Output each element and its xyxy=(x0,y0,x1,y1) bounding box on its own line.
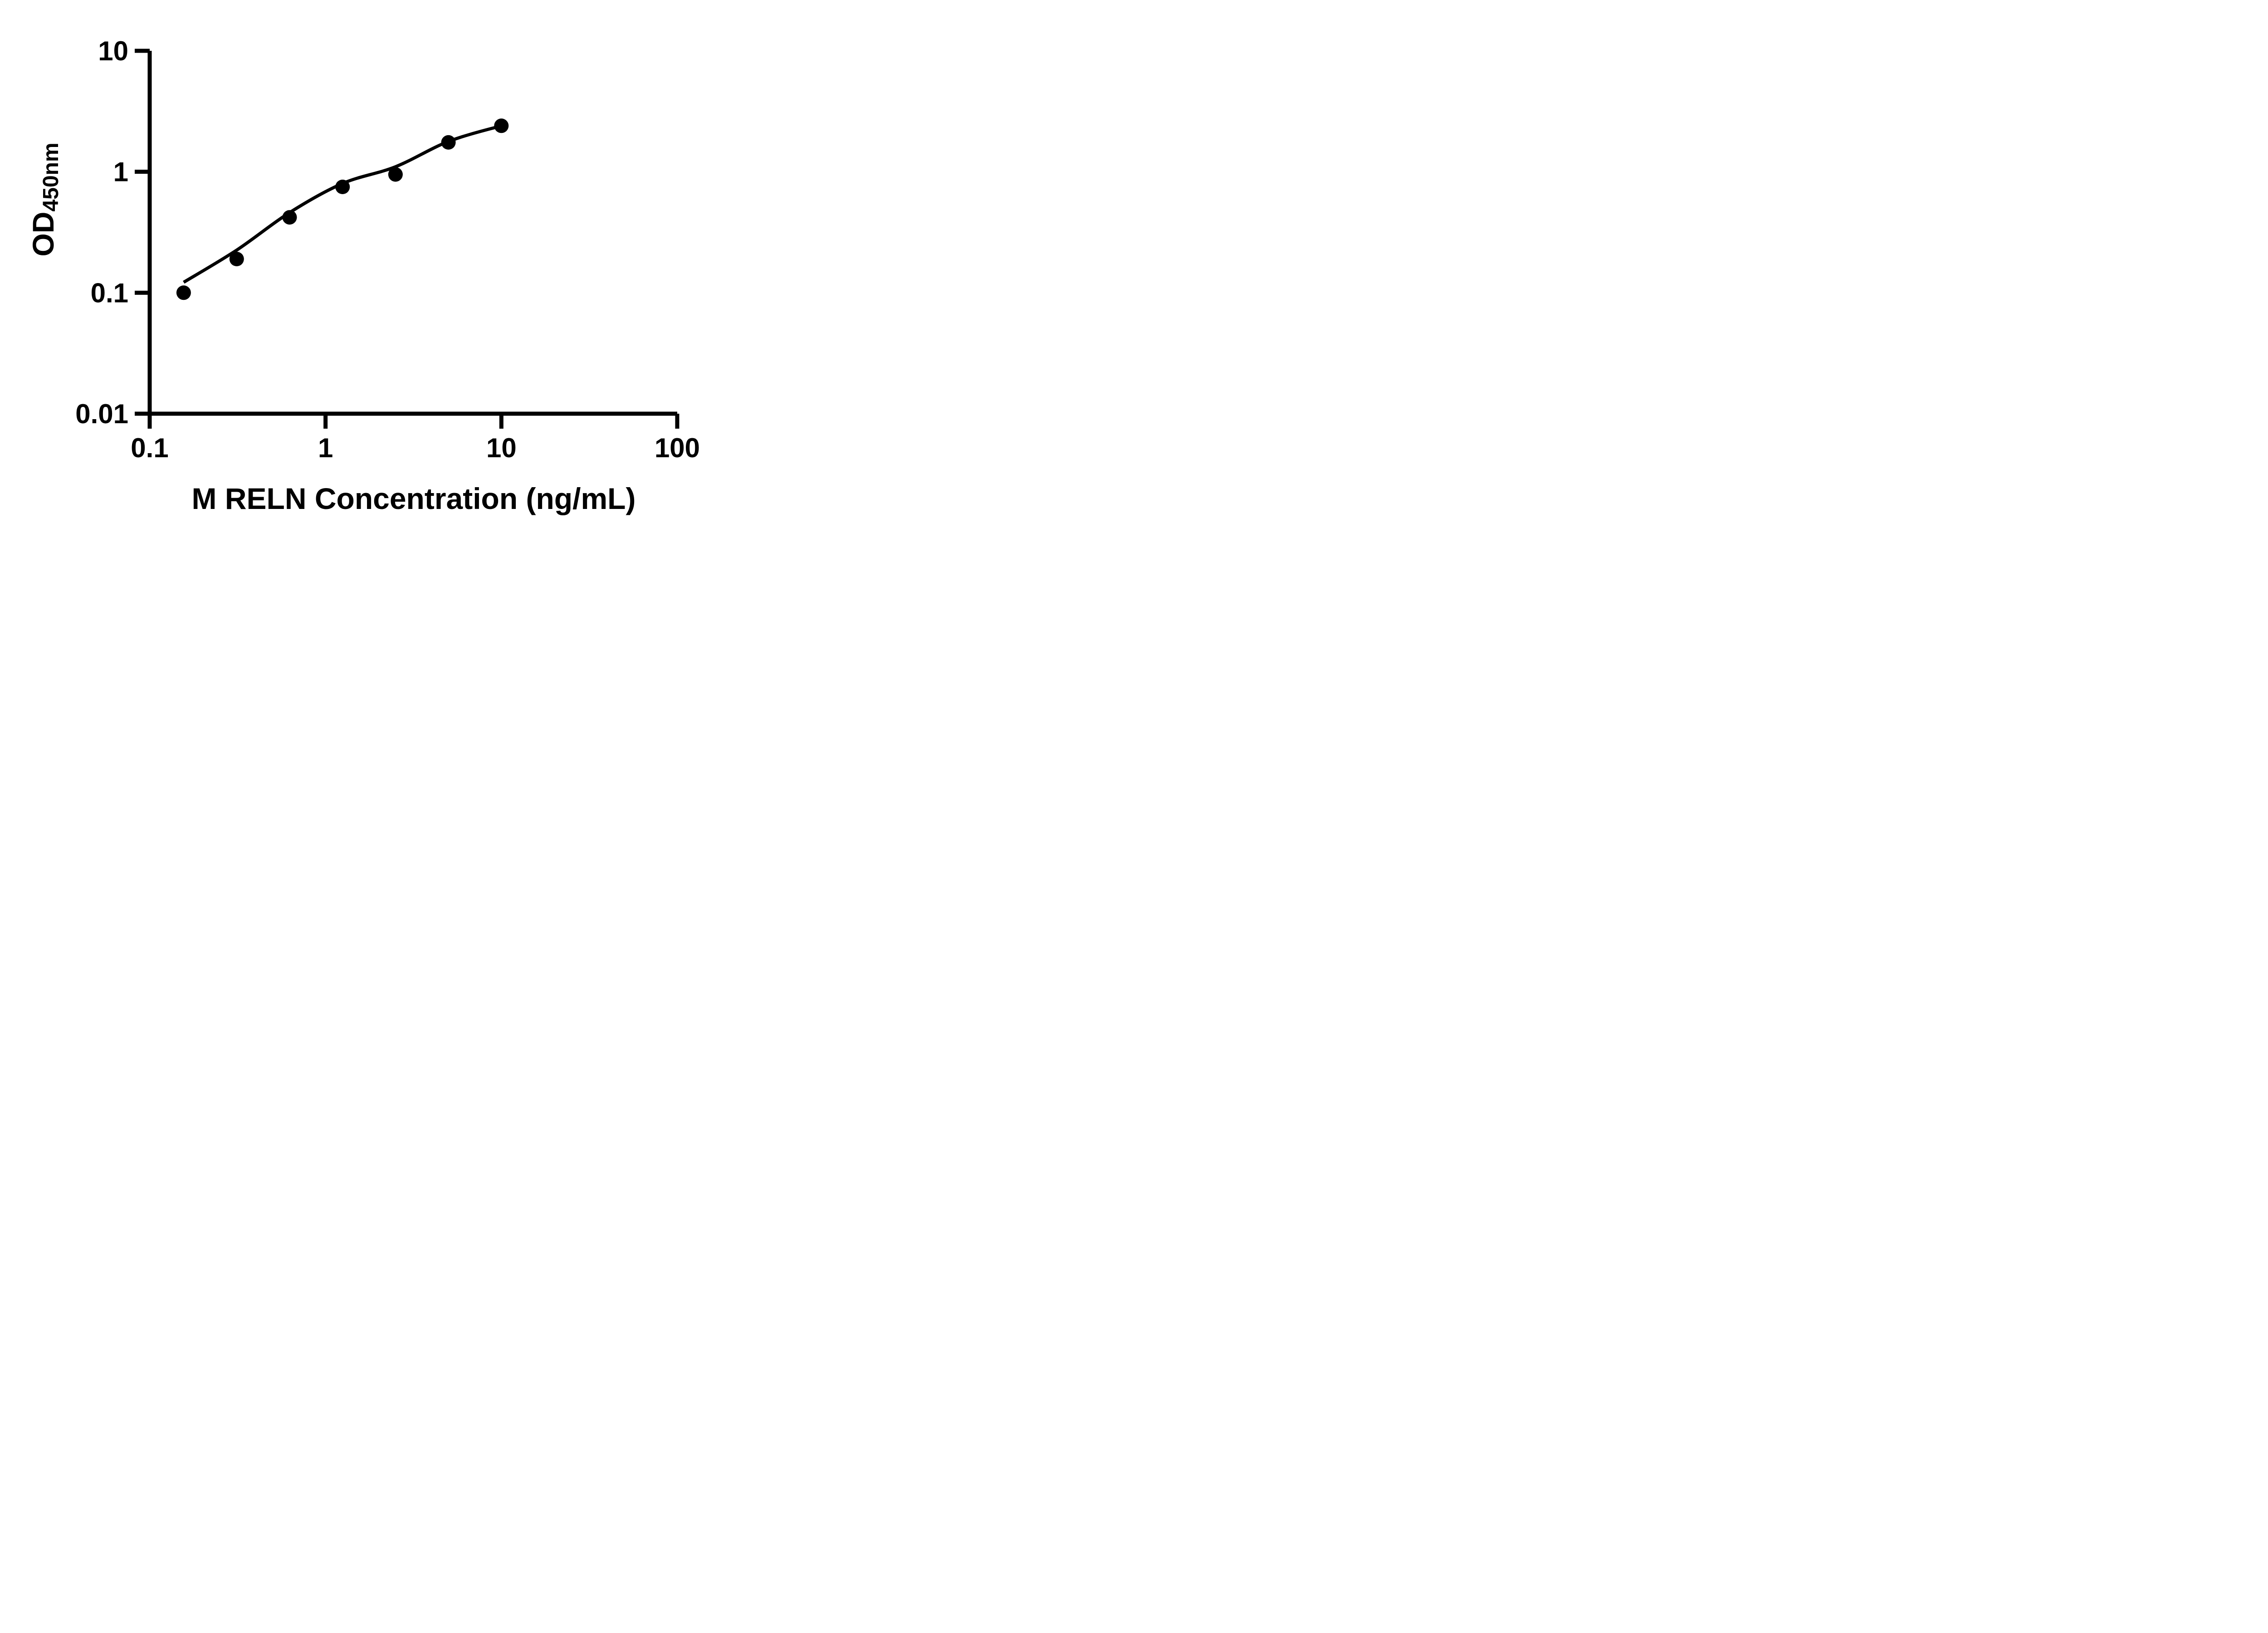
y-axis-ticks xyxy=(135,49,150,416)
data-point xyxy=(494,118,509,133)
y-tick-label: 1 xyxy=(113,157,128,187)
data-points xyxy=(176,118,509,300)
x-axis-ticks xyxy=(147,414,679,429)
x-tick-label: 10 xyxy=(486,433,517,463)
data-point xyxy=(335,180,350,194)
data-point xyxy=(388,167,403,182)
x-axis-tick-labels: 0.1 1 10 100 xyxy=(131,433,700,463)
data-point xyxy=(441,135,456,150)
x-axis-title: M RELN Concentration (ng/mL) xyxy=(192,482,636,515)
y-axis-title-subscript: 450nm xyxy=(39,142,63,211)
y-axis-title-main: OD xyxy=(26,212,60,257)
y-axis-title: OD450nm xyxy=(26,142,63,256)
y-tick-label: 10 xyxy=(98,36,128,66)
x-tick-label: 100 xyxy=(655,433,700,463)
data-point xyxy=(229,252,244,266)
data-point xyxy=(282,210,297,225)
x-tick-label: 0.1 xyxy=(131,433,168,463)
standard-curve-chart: 0.01 0.1 1 10 0.1 1 10 100 M RELN Concentratio… xyxy=(0,0,777,544)
data-point xyxy=(176,285,191,300)
y-tick-label: 0.01 xyxy=(75,399,128,429)
y-axis-tick-labels: 0.01 0.1 1 10 xyxy=(75,36,128,429)
x-tick-label: 1 xyxy=(318,433,333,463)
y-tick-label: 0.1 xyxy=(91,278,128,308)
